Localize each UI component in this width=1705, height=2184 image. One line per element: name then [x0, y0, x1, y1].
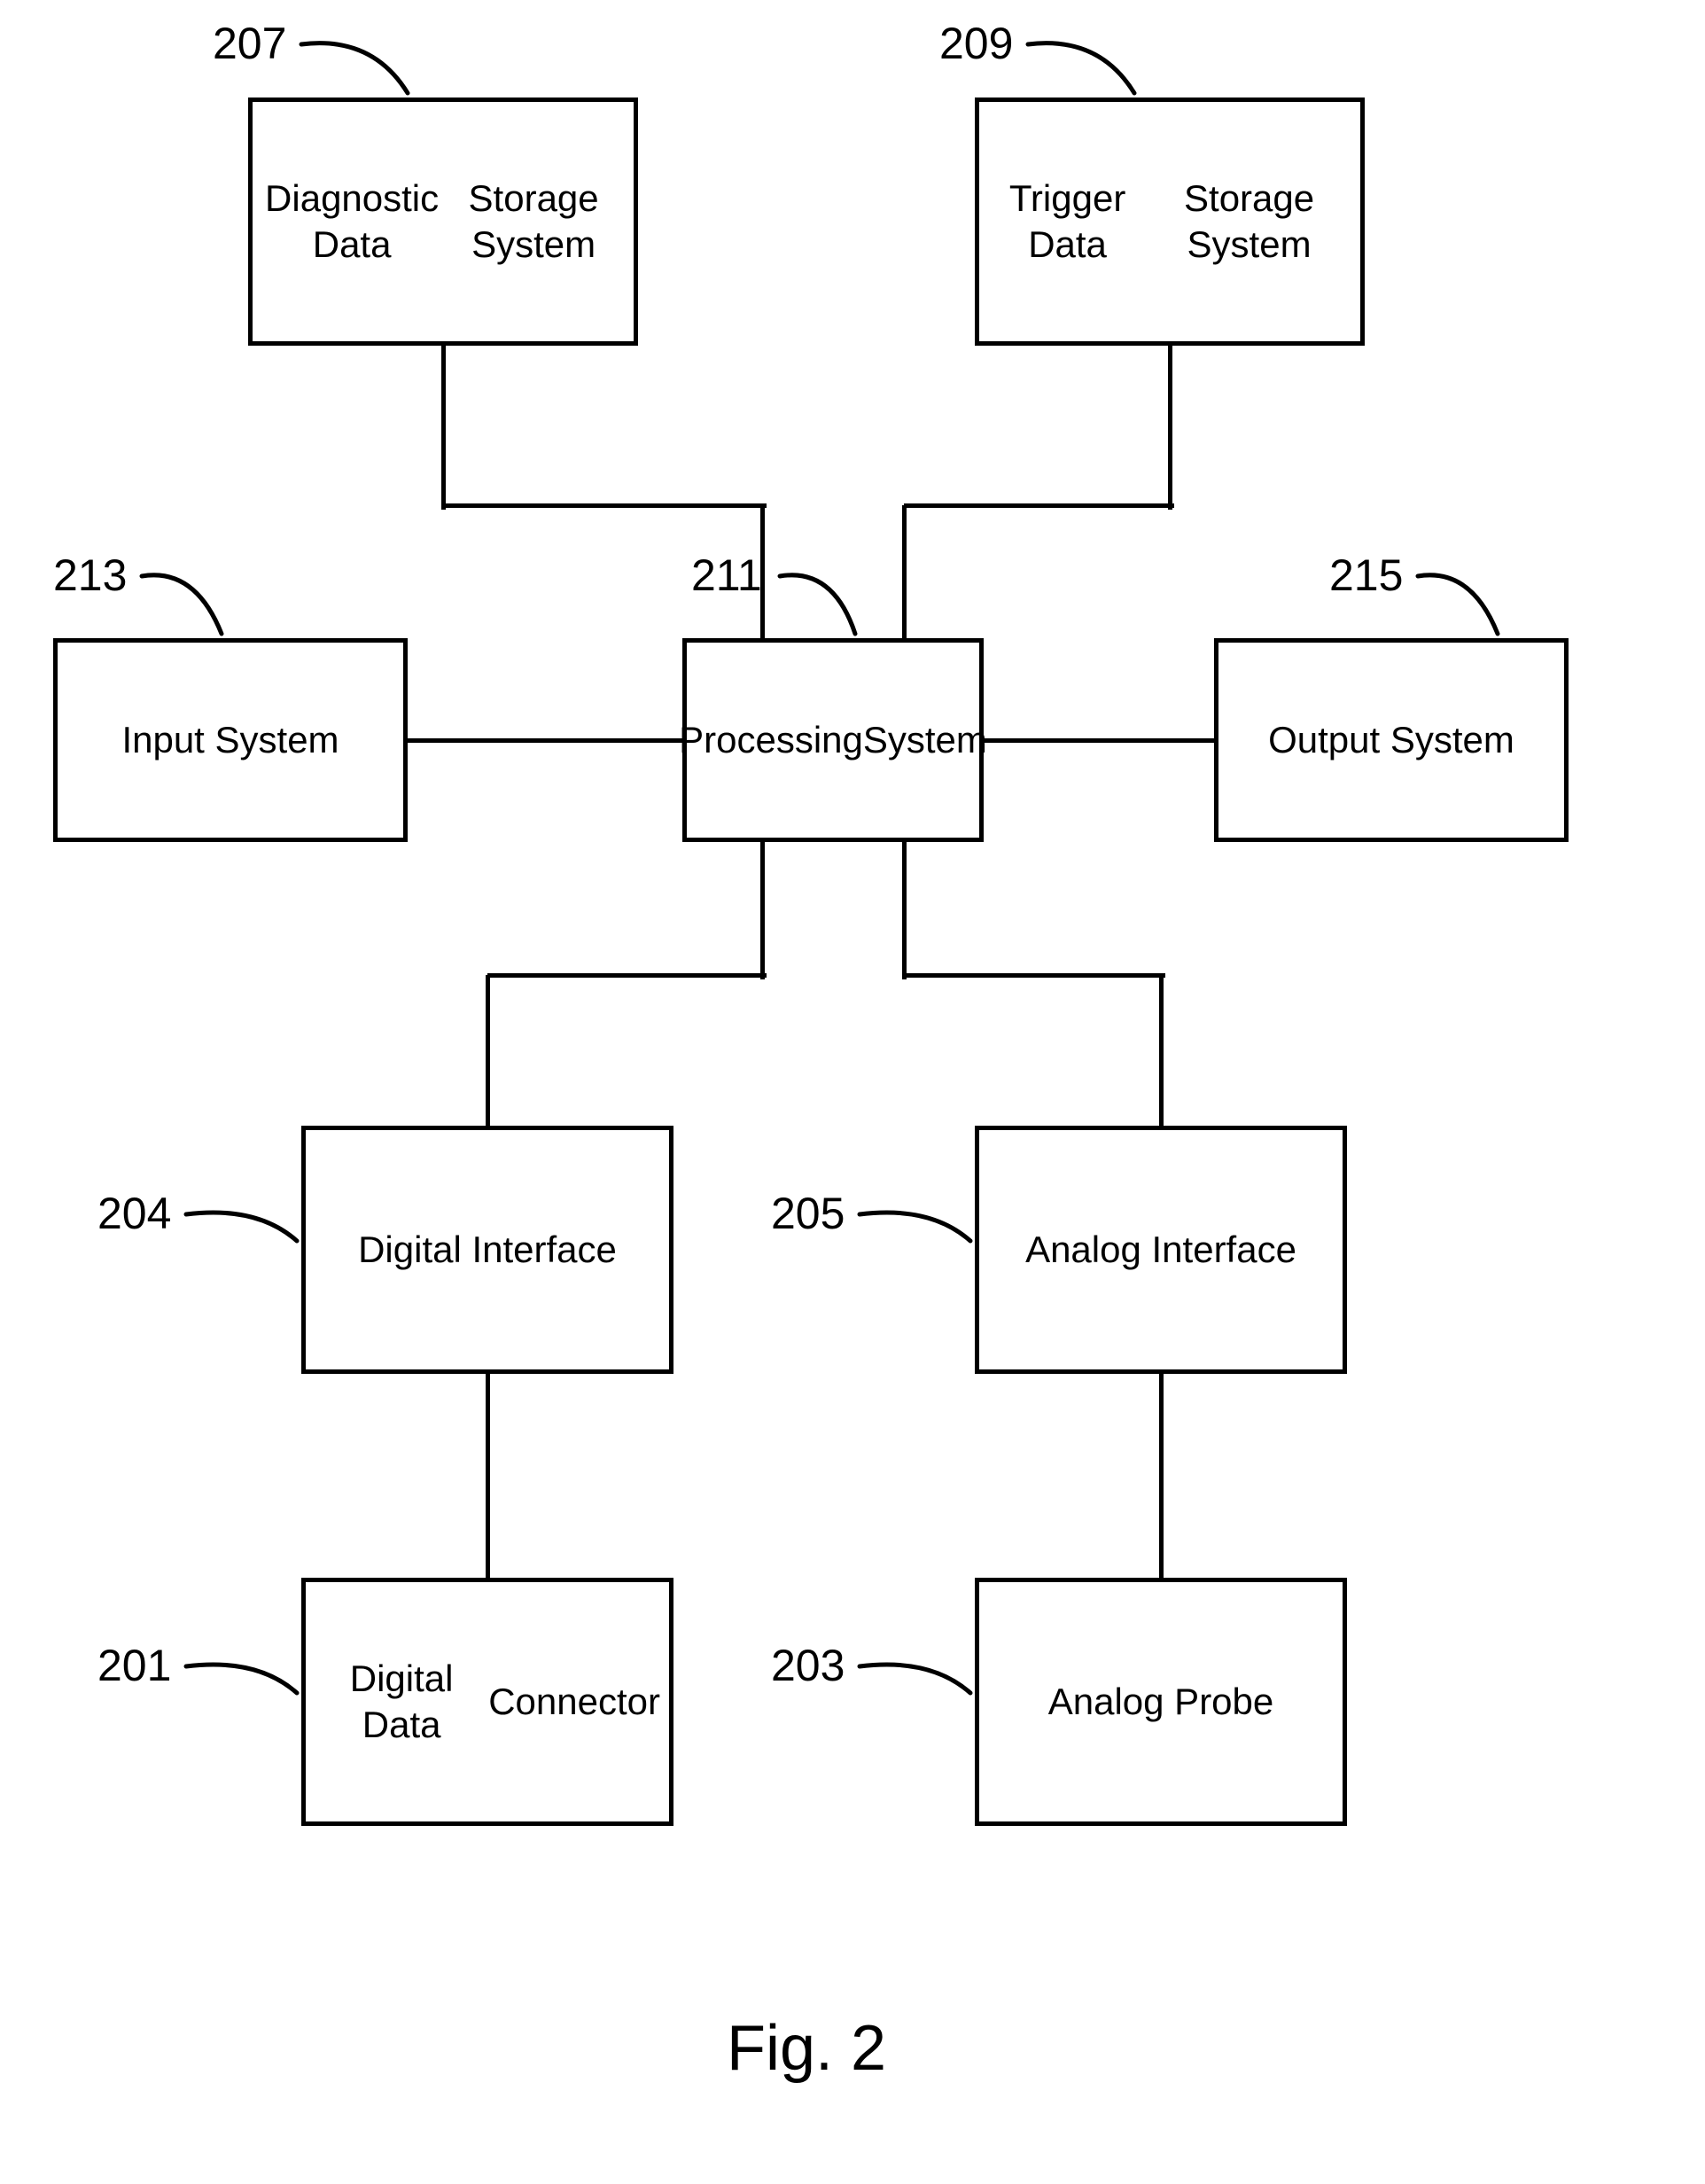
node-label-line: Digital Data	[315, 1656, 488, 1749]
node-n207: Diagnostic DataStorage System	[248, 98, 638, 346]
node-label-line: Diagnostic Data	[261, 176, 442, 269]
ref-lead-213	[142, 567, 230, 643]
edge-segment	[487, 973, 767, 978]
edge-segment	[760, 842, 765, 979]
edge-segment	[984, 738, 1218, 743]
node-n203: Analog Probe	[975, 1578, 1347, 1826]
edge-segment	[1168, 346, 1172, 510]
node-label-line: Digital Interface	[358, 1227, 617, 1274]
edge-segment	[441, 346, 446, 510]
edge-segment	[902, 505, 907, 643]
edge-segment	[904, 503, 1174, 508]
ref-lead-209	[1028, 35, 1143, 102]
ref-lead-215	[1418, 567, 1506, 643]
ref-213: 213	[53, 550, 127, 601]
node-n204: Digital Interface	[301, 1126, 673, 1374]
ref-201: 201	[97, 1640, 171, 1691]
ref-211: 211	[691, 550, 762, 601]
node-label-line: Connector	[488, 1679, 660, 1726]
ref-lead-205	[860, 1205, 979, 1250]
edge-segment	[902, 842, 907, 979]
node-label-line: Output System	[1268, 717, 1514, 764]
ref-lead-211	[780, 567, 864, 643]
node-n209: Trigger DataStorage System	[975, 98, 1365, 346]
edge-segment	[408, 738, 687, 743]
ref-lead-201	[186, 1658, 306, 1702]
edge-segment	[486, 975, 490, 1130]
node-label-line: System	[863, 717, 987, 764]
ref-203: 203	[771, 1640, 845, 1691]
edge-segment	[1159, 1374, 1164, 1582]
edge-segment	[1159, 975, 1164, 1130]
node-label-line: Storage System	[1147, 176, 1351, 269]
node-label-line: Analog Probe	[1048, 1679, 1274, 1726]
edge-segment	[486, 1374, 490, 1582]
ref-215: 215	[1329, 550, 1403, 601]
node-label-line: Trigger Data	[988, 176, 1147, 269]
node-n211: ProcessingSystem	[682, 638, 984, 842]
node-label-line: Analog Interface	[1025, 1227, 1296, 1274]
ref-lead-204	[186, 1205, 306, 1250]
figure-caption: Fig. 2	[727, 2012, 886, 2085]
node-label-line: Processing	[679, 717, 863, 764]
ref-204: 204	[97, 1188, 171, 1239]
node-n205: Analog Interface	[975, 1126, 1347, 1374]
ref-205: 205	[771, 1188, 845, 1239]
node-label-line: Input System	[121, 717, 339, 764]
ref-lead-203	[860, 1658, 979, 1702]
edge-segment	[904, 973, 1165, 978]
node-n215: Output System	[1214, 638, 1569, 842]
node-n213: Input System	[53, 638, 408, 842]
edge-segment	[443, 503, 767, 508]
ref-lead-207	[301, 35, 417, 102]
node-n201: Digital DataConnector	[301, 1578, 673, 1826]
diagram-canvas: Fig. 2 Diagnostic DataStorage System207T…	[0, 0, 1705, 2184]
ref-209: 209	[939, 18, 1013, 69]
ref-207: 207	[213, 18, 286, 69]
node-label-line: Storage System	[442, 176, 625, 269]
